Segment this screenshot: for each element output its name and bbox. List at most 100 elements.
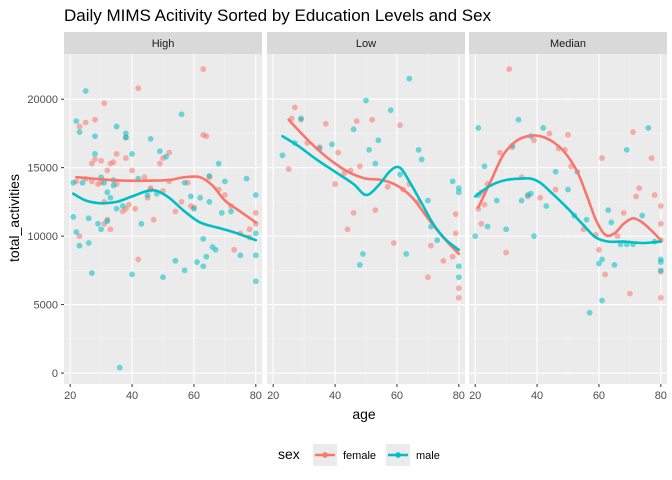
data-point-male: [113, 205, 120, 212]
data-point-male: [194, 259, 200, 266]
smooth-line-male: [72, 188, 258, 242]
data-point-male: [206, 172, 213, 179]
data-point-male: [375, 137, 382, 144]
data-point-male: [397, 171, 403, 178]
data-point-male: [95, 220, 101, 227]
data-point-male: [329, 141, 335, 148]
data-point-male: [605, 207, 612, 213]
data-point-male: [406, 75, 413, 82]
data-point-male: [252, 230, 259, 237]
y-tick-label: 5000: [34, 300, 58, 312]
data-point-female: [291, 104, 298, 111]
data-point-female: [344, 226, 351, 233]
data-point-female: [285, 166, 292, 172]
data-point-male: [70, 179, 77, 186]
facet-strip-label: High: [152, 38, 175, 50]
legend-entry-male: male: [386, 444, 440, 466]
data-point-female: [135, 256, 142, 263]
data-point-male: [366, 146, 372, 153]
data-point-male: [200, 235, 207, 242]
data-point-male: [599, 256, 605, 263]
data-point-male: [424, 197, 431, 204]
data-point-female: [455, 294, 462, 301]
data-point-male: [418, 156, 425, 163]
data-point-female: [178, 198, 185, 205]
smooth-line-male: [473, 176, 663, 245]
data-point-female: [614, 233, 621, 240]
legend-key-point: [322, 452, 328, 458]
x-tick-label: 40: [126, 390, 138, 402]
data-point-female: [657, 203, 664, 209]
data-point-male: [252, 192, 259, 198]
data-point-male: [363, 97, 369, 104]
data-point-female: [231, 246, 238, 253]
data-point-female: [602, 271, 609, 278]
data-point-female: [626, 290, 633, 297]
x-tick-label: 20: [267, 390, 279, 402]
data-point-male: [218, 209, 225, 216]
data-point-male: [110, 182, 117, 189]
data-point-female: [88, 160, 95, 167]
data-point-male: [104, 189, 111, 196]
data-point-female: [390, 240, 397, 246]
data-point-male: [178, 111, 185, 118]
data-point-female: [599, 155, 605, 161]
legend: sex female male: [278, 444, 440, 466]
data-point-female: [82, 119, 89, 126]
data-point-female: [110, 159, 117, 166]
data-point-male: [215, 160, 222, 167]
data-point-female: [481, 201, 488, 208]
data-point-male: [98, 226, 105, 233]
data-point-female: [76, 123, 83, 130]
x-tick-label: 20: [469, 390, 481, 402]
data-point-male: [372, 160, 379, 167]
data-point-female: [221, 192, 228, 198]
smooth-line-female: [477, 134, 663, 242]
data-point-male: [472, 233, 479, 240]
data-point-female: [636, 185, 643, 192]
data-point-female: [372, 207, 379, 213]
data-point-female: [107, 226, 114, 233]
data-point-male: [565, 186, 571, 193]
data-point-female: [356, 163, 363, 170]
legend-label-male: male: [416, 450, 440, 462]
data-point-male: [119, 203, 126, 209]
smooth-line-female: [287, 118, 461, 256]
data-point-female: [172, 208, 179, 215]
data-point-female: [157, 160, 163, 167]
legend-entry-female: female: [313, 444, 376, 466]
data-point-male: [527, 190, 534, 197]
data-point-male: [104, 218, 111, 224]
data-point-female: [620, 209, 627, 216]
data-point-male: [252, 278, 259, 285]
data-point-male: [493, 197, 500, 204]
data-point-male: [122, 130, 129, 137]
data-point-female: [76, 233, 83, 240]
data-point-male: [599, 297, 605, 304]
data-point-male: [163, 153, 169, 160]
data-point-male: [518, 197, 525, 204]
data-point-male: [552, 168, 559, 175]
data-point-male: [415, 146, 422, 153]
data-point-female: [452, 211, 459, 218]
data-point-male: [113, 123, 120, 130]
data-point-female: [452, 230, 459, 237]
data-point-female: [252, 209, 259, 216]
smooth-line-female: [75, 175, 258, 224]
data-point-male: [138, 220, 145, 227]
legend-title: sex: [278, 446, 300, 462]
data-point-female: [596, 246, 602, 253]
data-point-female: [132, 205, 139, 212]
facet-strip-label: Low: [356, 38, 376, 50]
data-point-male: [82, 88, 89, 94]
data-point-female: [633, 193, 639, 200]
data-point-male: [586, 309, 593, 316]
data-point-male: [657, 267, 664, 274]
data-point-female: [126, 201, 132, 208]
data-point-male: [73, 229, 80, 235]
data-point-female: [630, 129, 636, 135]
data-point-female: [503, 249, 510, 256]
data-point-male: [455, 189, 462, 196]
data-point-male: [608, 219, 615, 226]
data-point-male: [197, 194, 204, 201]
